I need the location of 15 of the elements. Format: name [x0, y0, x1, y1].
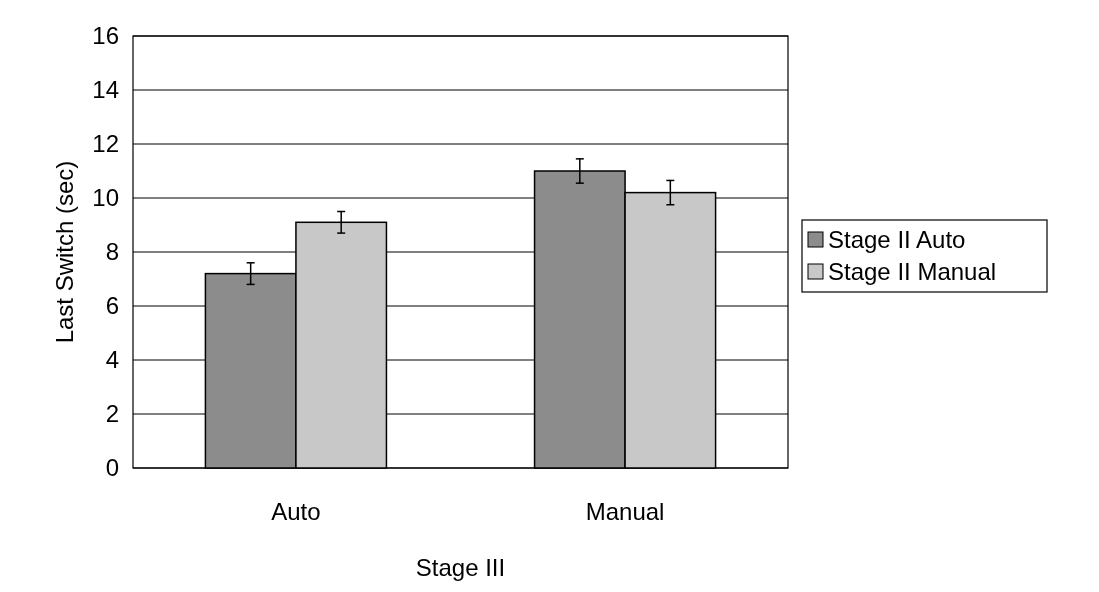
y-tick-label: 10: [92, 184, 119, 212]
y-tick-label: 14: [92, 76, 119, 104]
x-tick-label: Manual: [585, 498, 665, 525]
y-tick-label: 6: [105, 292, 119, 320]
y-tick-label: 12: [92, 130, 119, 158]
legend-label: Stage II Auto: [828, 226, 966, 254]
y-tick-label: 16: [92, 22, 119, 50]
y-tick-label: 2: [105, 400, 119, 428]
x-axis-title: Stage III: [415, 554, 506, 581]
y-tick-label: 0: [105, 454, 119, 482]
y-tick-label: 8: [105, 238, 119, 266]
y-tick-label: 4: [105, 346, 119, 374]
x-tick-label: Auto: [271, 498, 321, 525]
legend-label: Stage II Manual: [828, 258, 997, 286]
y-axis-title: Last Switch (sec): [51, 160, 78, 344]
